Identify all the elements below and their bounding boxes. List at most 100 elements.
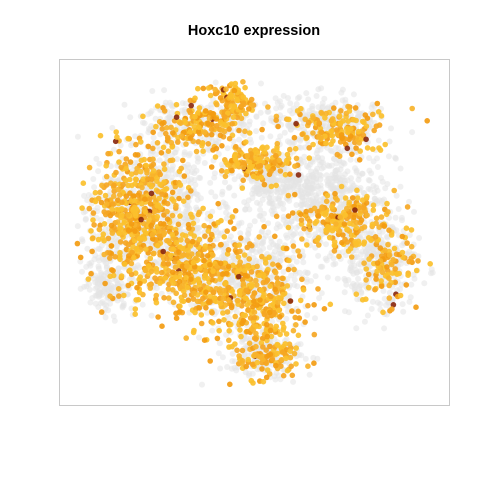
background-cell-point bbox=[111, 289, 118, 296]
background-cell-point bbox=[295, 351, 302, 358]
background-cell-point bbox=[283, 179, 290, 185]
background-cell-point bbox=[324, 274, 331, 281]
expressing-cell-point bbox=[173, 290, 179, 297]
background-cell-point bbox=[213, 226, 220, 233]
expressing-cell-point bbox=[370, 207, 377, 213]
expressing-cell-point bbox=[145, 176, 151, 183]
background-cell-point bbox=[272, 195, 279, 202]
background-cell-point bbox=[306, 371, 313, 378]
expressing-cell-point bbox=[205, 120, 211, 127]
background-cell-point bbox=[366, 177, 373, 184]
background-cell-point bbox=[82, 215, 89, 222]
background-cell-point bbox=[309, 195, 316, 202]
expressing-cell-point bbox=[207, 299, 213, 306]
background-cell-point bbox=[277, 200, 284, 207]
expressing-cell-point bbox=[209, 320, 216, 326]
expressing-cell-point bbox=[254, 175, 260, 181]
background-cell-point bbox=[153, 285, 160, 292]
expressing-cell-point bbox=[230, 114, 237, 120]
background-cell-point bbox=[89, 295, 96, 301]
background-cell-point bbox=[312, 168, 319, 175]
expressing-cell-point bbox=[202, 243, 209, 249]
expressing-cell-point bbox=[153, 299, 160, 306]
expressing-cell-point bbox=[304, 242, 310, 248]
background-cell-point bbox=[74, 223, 81, 230]
expressing-cell-point bbox=[185, 194, 191, 201]
high-expression-cell-point bbox=[112, 138, 119, 145]
expressing-cell-point bbox=[161, 295, 167, 301]
expressing-cell-point bbox=[143, 246, 149, 252]
expressing-cell-point bbox=[260, 272, 267, 278]
expressing-cell-point bbox=[107, 293, 113, 300]
background-cell-point bbox=[110, 146, 117, 153]
expressing-cell-point bbox=[364, 145, 371, 151]
expressing-cell-point bbox=[88, 270, 94, 277]
expressing-cell-point bbox=[196, 305, 203, 311]
expressing-cell-point bbox=[238, 235, 244, 241]
expressing-cell-point bbox=[287, 348, 294, 355]
background-cell-point bbox=[148, 108, 155, 115]
background-cell-point bbox=[92, 300, 99, 307]
expressing-cell-point bbox=[150, 145, 156, 152]
expressing-cell-point bbox=[243, 363, 249, 370]
background-cell-point bbox=[359, 248, 366, 255]
expressing-cell-point bbox=[280, 372, 287, 379]
expressing-cell-point bbox=[284, 157, 290, 164]
expressing-cell-point bbox=[192, 309, 198, 316]
expressing-cell-point bbox=[174, 255, 180, 261]
background-cell-point bbox=[103, 263, 110, 270]
expressing-cell-point bbox=[250, 380, 256, 386]
expressing-cell-point bbox=[140, 113, 146, 120]
expressing-cell-point bbox=[98, 309, 105, 315]
expressing-cell-point bbox=[341, 221, 348, 227]
background-cell-point bbox=[261, 210, 267, 217]
background-cell-point bbox=[399, 217, 405, 224]
background-cell-point bbox=[110, 313, 117, 320]
expressing-cell-point bbox=[375, 109, 382, 115]
background-cell-point bbox=[374, 164, 381, 170]
background-cell-point bbox=[102, 285, 109, 292]
background-cell-point bbox=[379, 178, 386, 185]
expressing-cell-point bbox=[424, 118, 431, 124]
background-cell-point bbox=[339, 86, 346, 93]
expressing-cell-point bbox=[191, 264, 198, 270]
expressing-cell-point bbox=[337, 214, 343, 221]
expressing-cell-point bbox=[397, 292, 404, 299]
expressing-cell-point bbox=[270, 261, 276, 268]
expressing-cell-point bbox=[176, 278, 183, 285]
expressing-cell-point bbox=[207, 245, 213, 252]
expressing-cell-point bbox=[365, 284, 372, 291]
background-cell-point bbox=[297, 341, 304, 348]
background-cell-point bbox=[303, 90, 310, 97]
expressing-cell-point bbox=[146, 282, 153, 288]
expressing-cell-point bbox=[353, 242, 359, 248]
expressing-cell-point bbox=[316, 120, 323, 126]
background-cell-point bbox=[337, 166, 344, 173]
background-cell-point bbox=[347, 267, 354, 274]
expressing-cell-point bbox=[403, 282, 410, 288]
expressing-cell-point bbox=[370, 146, 376, 152]
expressing-cell-point bbox=[207, 236, 213, 243]
expressing-cell-point bbox=[267, 283, 274, 290]
background-cell-point bbox=[411, 208, 417, 215]
background-cell-point bbox=[293, 224, 300, 231]
expressing-cell-point bbox=[123, 156, 130, 162]
background-cell-point bbox=[90, 176, 97, 182]
background-cell-point bbox=[398, 281, 405, 288]
expressing-cell-point bbox=[331, 248, 338, 254]
expressing-cell-point bbox=[289, 372, 296, 379]
expressing-cell-point bbox=[392, 266, 399, 272]
expressing-cell-point bbox=[268, 333, 275, 340]
background-cell-point bbox=[341, 200, 348, 207]
background-cell-point bbox=[280, 216, 287, 223]
expressing-cell-point bbox=[242, 84, 248, 91]
background-cell-point bbox=[384, 181, 391, 187]
background-cell-point bbox=[233, 367, 240, 374]
expressing-cell-point bbox=[187, 97, 194, 104]
background-cell-point bbox=[132, 133, 139, 140]
expressing-cell-point bbox=[295, 308, 302, 315]
background-cell-point bbox=[252, 257, 259, 264]
expressing-cell-point bbox=[164, 200, 171, 207]
background-cell-point bbox=[305, 172, 312, 179]
expressing-cell-point bbox=[330, 138, 336, 144]
